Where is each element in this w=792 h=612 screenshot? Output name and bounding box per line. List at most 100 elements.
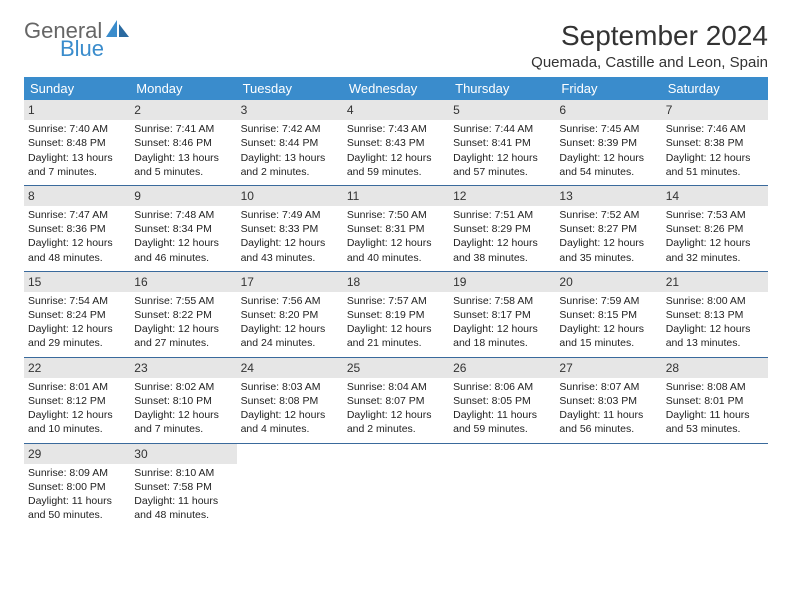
week-row: 22Sunrise: 8:01 AMSunset: 8:12 PMDayligh… — [24, 358, 768, 444]
sunset-line: Sunset: 8:46 PM — [134, 136, 232, 150]
sunset-line: Sunset: 8:15 PM — [559, 308, 657, 322]
day-number: 19 — [449, 272, 555, 292]
day-number: 27 — [555, 358, 661, 378]
sunrise-line: Sunrise: 7:41 AM — [134, 122, 232, 136]
day-cell — [555, 444, 661, 529]
sunset-line: Sunset: 8:36 PM — [28, 222, 126, 236]
sunset-line: Sunset: 8:17 PM — [453, 308, 551, 322]
day-cell: 11Sunrise: 7:50 AMSunset: 8:31 PMDayligh… — [343, 186, 449, 271]
day-cell: 1Sunrise: 7:40 AMSunset: 8:48 PMDaylight… — [24, 100, 130, 185]
day-cell: 2Sunrise: 7:41 AMSunset: 8:46 PMDaylight… — [130, 100, 236, 185]
sunset-line: Sunset: 8:26 PM — [666, 222, 764, 236]
sunset-line: Sunset: 8:27 PM — [559, 222, 657, 236]
daylight-line: Daylight: 12 hours and 51 minutes. — [666, 151, 764, 179]
day-cell: 13Sunrise: 7:52 AMSunset: 8:27 PMDayligh… — [555, 186, 661, 271]
sunrise-line: Sunrise: 7:56 AM — [241, 294, 339, 308]
sunset-line: Sunset: 8:19 PM — [347, 308, 445, 322]
day-number: 26 — [449, 358, 555, 378]
sunrise-line: Sunrise: 7:48 AM — [134, 208, 232, 222]
sunrise-line: Sunrise: 7:44 AM — [453, 122, 551, 136]
daylight-line: Daylight: 12 hours and 27 minutes. — [134, 322, 232, 350]
daylight-line: Daylight: 12 hours and 46 minutes. — [134, 236, 232, 264]
sunset-line: Sunset: 8:07 PM — [347, 394, 445, 408]
daylight-line: Daylight: 12 hours and 57 minutes. — [453, 151, 551, 179]
daylight-line: Daylight: 12 hours and 40 minutes. — [347, 236, 445, 264]
day-number: 25 — [343, 358, 449, 378]
day-cell: 7Sunrise: 7:46 AMSunset: 8:38 PMDaylight… — [662, 100, 768, 185]
day-cell: 12 Sunrise: 7:51 AMSunset: 8:29 PMDayligh… — [449, 186, 555, 271]
sunset-line: Sunset: 8:43 PM — [347, 136, 445, 150]
sunset-line: Sunset: 8:41 PM — [453, 136, 551, 150]
daylight-line: Daylight: 12 hours and 10 minutes. — [28, 408, 126, 436]
day-number: 3 — [237, 100, 343, 120]
daylight-line: Daylight: 12 hours and 29 minutes. — [28, 322, 126, 350]
calendar: Sunday Monday Tuesday Wednesday Thursday… — [24, 77, 768, 528]
daylight-line: Daylight: 11 hours and 50 minutes. — [28, 494, 126, 522]
daylight-line: Daylight: 12 hours and 48 minutes. — [28, 236, 126, 264]
daylight-line: Daylight: 12 hours and 43 minutes. — [241, 236, 339, 264]
sunset-line: Sunset: 8:31 PM — [347, 222, 445, 236]
day-number: 10 — [237, 186, 343, 206]
sunrise-line: Sunrise: 7:57 AM — [347, 294, 445, 308]
day-cell — [662, 444, 768, 529]
daylight-line: Daylight: 12 hours and 32 minutes. — [666, 236, 764, 264]
weeks-container: 1Sunrise: 7:40 AMSunset: 8:48 PMDaylight… — [24, 100, 768, 528]
sunset-line: Sunset: 8:01 PM — [666, 394, 764, 408]
sunset-line: Sunset: 8:39 PM — [559, 136, 657, 150]
sunset-line: Sunset: 8:05 PM — [453, 394, 551, 408]
sunrise-line: Sunrise: 8:10 AM — [134, 466, 232, 480]
sunset-line: Sunset: 7:58 PM — [134, 480, 232, 494]
day-number: 29 — [24, 444, 130, 464]
sunset-line: Sunset: 8:20 PM — [241, 308, 339, 322]
sunrise-line: Sunrise: 8:04 AM — [347, 380, 445, 394]
day-number: 16 — [130, 272, 236, 292]
day-cell: 18Sunrise: 7:57 AMSunset: 8:19 PMDayligh… — [343, 272, 449, 357]
day-cell: 29Sunrise: 8:09 AMSunset: 8:00 PMDayligh… — [24, 444, 130, 529]
sunrise-line: Sunrise: 8:07 AM — [559, 380, 657, 394]
daylight-line: Daylight: 13 hours and 5 minutes. — [134, 151, 232, 179]
day-cell: 23Sunrise: 8:02 AMSunset: 8:10 PMDayligh… — [130, 358, 236, 443]
sunrise-line: Sunrise: 8:08 AM — [666, 380, 764, 394]
day-cell: 20Sunrise: 7:59 AMSunset: 8:15 PMDayligh… — [555, 272, 661, 357]
day-cell: 14Sunrise: 7:53 AMSunset: 8:26 PMDayligh… — [662, 186, 768, 271]
day-cell: 16Sunrise: 7:55 AMSunset: 8:22 PMDayligh… — [130, 272, 236, 357]
day-cell: 30Sunrise: 8:10 AMSunset: 7:58 PMDayligh… — [130, 444, 236, 529]
sunrise-line: Sunrise: 8:06 AM — [453, 380, 551, 394]
sunrise-line: Sunrise: 8:03 AM — [241, 380, 339, 394]
day-cell: 19Sunrise: 7:58 AMSunset: 8:17 PMDayligh… — [449, 272, 555, 357]
week-row: 15Sunrise: 7:54 AMSunset: 8:24 PMDayligh… — [24, 272, 768, 358]
daylight-line: Daylight: 13 hours and 2 minutes. — [241, 151, 339, 179]
daylight-line: Daylight: 12 hours and 35 minutes. — [559, 236, 657, 264]
day-number: 1 — [24, 100, 130, 120]
day-cell: 5Sunrise: 7:44 AMSunset: 8:41 PMDaylight… — [449, 100, 555, 185]
daylight-line: Daylight: 12 hours and 4 minutes. — [241, 408, 339, 436]
day-cell: 15Sunrise: 7:54 AMSunset: 8:24 PMDayligh… — [24, 272, 130, 357]
day-cell: 24Sunrise: 8:03 AMSunset: 8:08 PMDayligh… — [237, 358, 343, 443]
day-number: 11 — [343, 186, 449, 206]
day-cell: 25Sunrise: 8:04 AMSunset: 8:07 PMDayligh… — [343, 358, 449, 443]
day-number: 12 — [449, 186, 555, 206]
day-cell: 21Sunrise: 8:00 AMSunset: 8:13 PMDayligh… — [662, 272, 768, 357]
week-row: 1Sunrise: 7:40 AMSunset: 8:48 PMDaylight… — [24, 100, 768, 186]
day-header: Tuesday — [237, 77, 343, 100]
sunrise-line: Sunrise: 7:52 AM — [559, 208, 657, 222]
daylight-line: Daylight: 12 hours and 7 minutes. — [134, 408, 232, 436]
day-cell: 22Sunrise: 8:01 AMSunset: 8:12 PMDayligh… — [24, 358, 130, 443]
sunrise-line: Sunrise: 7:45 AM — [559, 122, 657, 136]
sunset-line: Sunset: 8:33 PM — [241, 222, 339, 236]
day-number: 8 — [24, 186, 130, 206]
header: General Blue September 2024 Quemada, Cas… — [24, 20, 768, 71]
day-header: Sunday — [24, 77, 130, 100]
daylight-line: Daylight: 12 hours and 59 minutes. — [347, 151, 445, 179]
day-cell — [237, 444, 343, 529]
sunset-line: Sunset: 8:29 PM — [453, 222, 551, 236]
sunset-line: Sunset: 8:24 PM — [28, 308, 126, 322]
day-number: 24 — [237, 358, 343, 378]
day-number: 9 — [130, 186, 236, 206]
day-header: Friday — [555, 77, 661, 100]
sunrise-line: Sunrise: 7:51 AM — [453, 208, 551, 222]
brand-part2: Blue — [60, 38, 130, 60]
day-header: Saturday — [662, 77, 768, 100]
daylight-line: Daylight: 12 hours and 54 minutes. — [559, 151, 657, 179]
daylight-line: Daylight: 12 hours and 38 minutes. — [453, 236, 551, 264]
